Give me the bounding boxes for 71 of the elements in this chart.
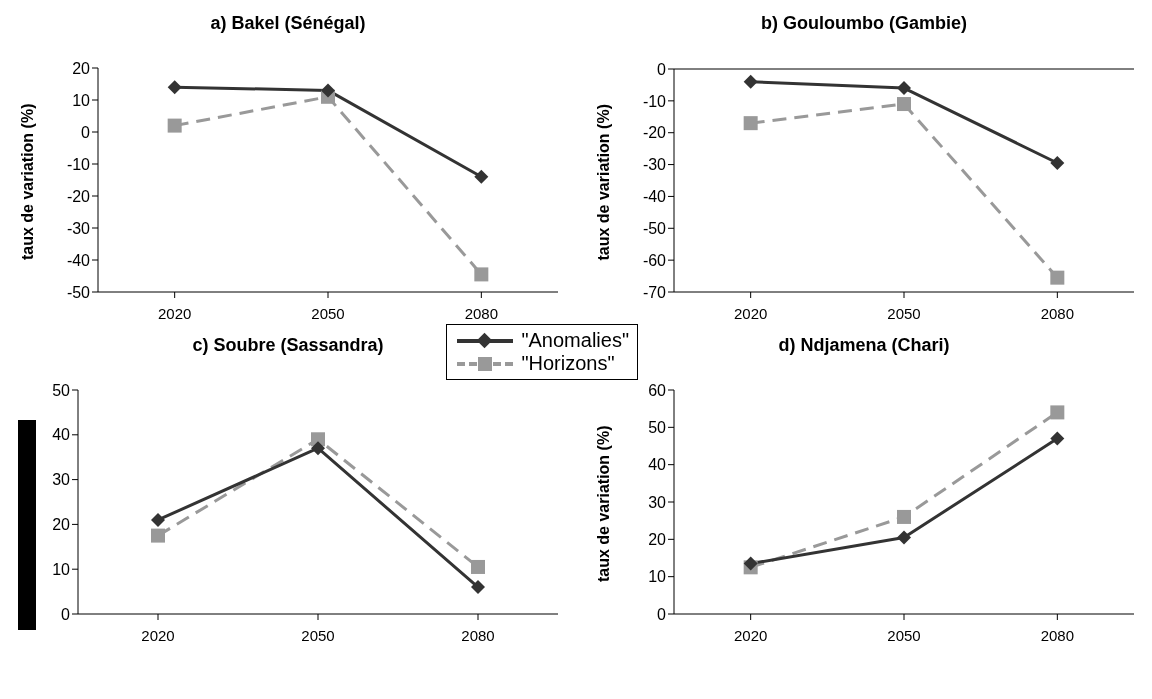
x-tick-label: 2080 <box>461 626 495 644</box>
point <box>897 509 911 524</box>
x-tick-label: 2020 <box>733 626 768 644</box>
point <box>311 441 325 456</box>
point <box>743 74 758 89</box>
y-tick-label: 40 <box>52 426 71 444</box>
y-tick-label: 50 <box>52 381 71 399</box>
y-tick-label: 50 <box>648 419 667 437</box>
x-tick-label: 2050 <box>887 304 921 322</box>
y-tick-label: -40 <box>642 188 667 206</box>
x-tick-label: 2050 <box>311 304 345 322</box>
x-tick-label: 2020 <box>157 304 192 322</box>
y-tick-label: 40 <box>648 456 667 474</box>
y-tick-label: 20 <box>72 59 91 77</box>
point <box>151 512 165 527</box>
point <box>743 556 758 571</box>
x-tick-label: 2080 <box>1040 626 1075 644</box>
point <box>1050 431 1065 446</box>
y-axis-title: taux de variation (%) <box>18 103 36 260</box>
x-tick-label: 2080 <box>1040 304 1075 322</box>
y-tick-label: 20 <box>648 531 667 549</box>
point <box>897 81 911 96</box>
y-tick-label: -50 <box>642 219 667 237</box>
point <box>151 528 165 543</box>
chart-title: a) Bakel (Sénégal) <box>209 12 367 35</box>
y-tick-label: 10 <box>648 568 667 586</box>
y-tick-label: -70 <box>642 283 667 301</box>
point <box>897 97 911 112</box>
y-tick-label: -30 <box>642 156 667 174</box>
y-tick-label: 30 <box>648 493 667 511</box>
y-tick-label: 0 <box>61 605 71 623</box>
y-tick-label: -20 <box>66 187 91 205</box>
point <box>167 118 182 133</box>
point <box>1050 405 1065 420</box>
y-axis-title: taux de variation (%) <box>594 425 612 582</box>
point <box>474 267 489 282</box>
point <box>167 80 182 95</box>
y-tick-label: 0 <box>657 60 667 78</box>
y-tick-label: -30 <box>66 219 91 237</box>
x-tick-label: 2080 <box>464 304 499 322</box>
y-tick-label: 0 <box>657 605 667 623</box>
y-tick-label: 0 <box>81 123 91 141</box>
point <box>1050 155 1065 170</box>
y-tick-label: 30 <box>52 471 71 489</box>
y-tick-label: -10 <box>642 92 667 110</box>
legend-label: "Anomalies" <box>521 329 629 352</box>
point <box>897 530 911 545</box>
point <box>471 559 485 574</box>
y-tick-label: 10 <box>52 560 71 578</box>
point <box>743 116 758 131</box>
chart-title: d) Ndjamena (Chari) <box>778 335 950 355</box>
y-tick-label: 20 <box>52 516 71 534</box>
y-tick-label: -20 <box>642 124 667 142</box>
y-tick-label: 60 <box>648 381 667 399</box>
y-tick-label: 10 <box>72 91 91 109</box>
point <box>471 580 485 595</box>
x-tick-label: 2020 <box>733 304 768 322</box>
y-tick-label: -50 <box>66 283 91 301</box>
y-tick-label: -10 <box>66 155 91 173</box>
y-tick-label: -40 <box>66 251 91 269</box>
chart-title: b) Gouloumbo (Gambie) <box>760 12 968 35</box>
legend-label: "Horizons" <box>521 352 615 375</box>
chart-title: c) Soubre (Sassandra) <box>192 335 384 355</box>
y-tick-label: -60 <box>642 251 667 269</box>
x-tick-label: 2050 <box>887 626 921 644</box>
point <box>1050 270 1065 285</box>
x-tick-label: 2020 <box>141 626 175 644</box>
point <box>321 83 335 98</box>
x-tick-label: 2050 <box>301 626 335 644</box>
point <box>474 169 489 184</box>
y-axis-title: taux de variation (%) <box>594 104 612 261</box>
